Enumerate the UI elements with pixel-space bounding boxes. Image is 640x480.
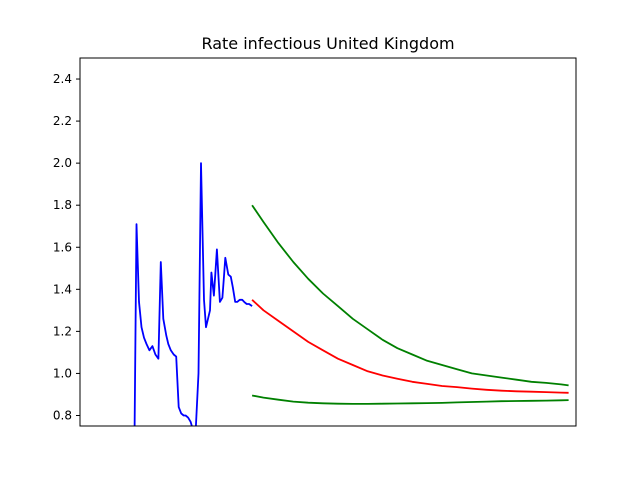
y-tick-label: 1.2: [53, 324, 72, 338]
y-tick-label: 2.2: [53, 114, 72, 128]
series-line-2: [251, 299, 569, 394]
series-line-3: [251, 204, 569, 387]
y-tick-label: 2.4: [53, 72, 72, 86]
y-tick-label: 1.4: [53, 282, 72, 296]
chart-title: Rate infectious United Kingdom: [201, 34, 454, 53]
y-tick-label: 1.8: [53, 198, 72, 212]
y-tick-label: 0.8: [53, 408, 72, 422]
plot-frame: [79, 57, 577, 427]
series-line-1: [133, 162, 253, 426]
y-tick-label: 2.0: [53, 156, 72, 170]
y-axis: 0.8 1.0 1.2 1.4 1.6 1.8 2.0 2.2 2.4: [53, 72, 80, 422]
y-tick-label: 1.0: [53, 366, 72, 380]
series-layer: [133, 162, 569, 426]
series-line-4: [251, 394, 569, 405]
y-tick-label: 1.6: [53, 240, 72, 254]
